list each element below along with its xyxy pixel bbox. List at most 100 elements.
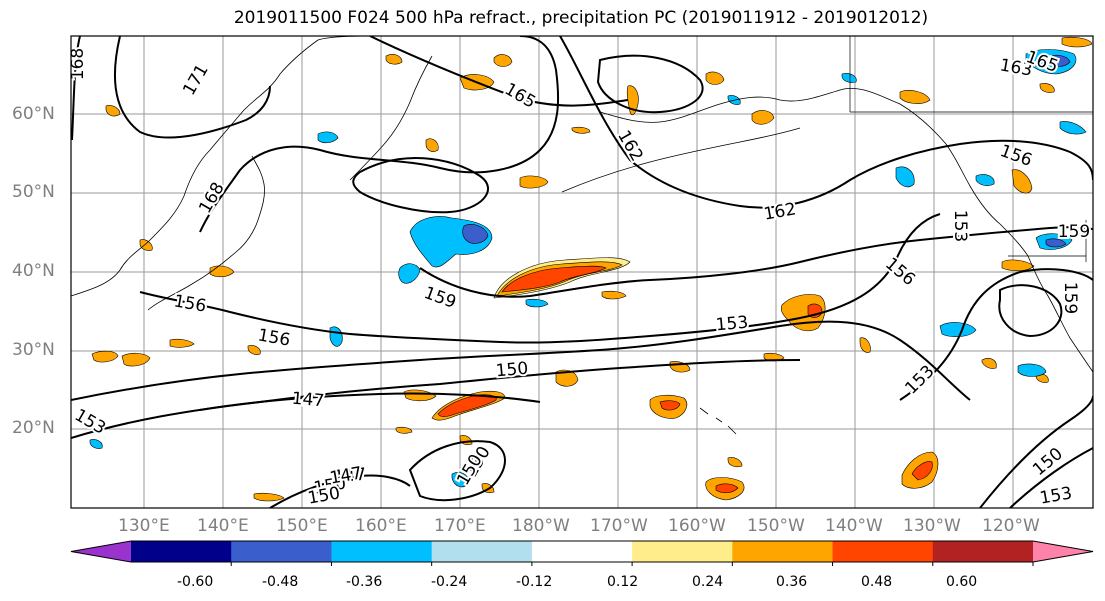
precip-blob: [1059, 121, 1087, 135]
precip-blob: [626, 85, 639, 116]
contour-168: [71, 36, 81, 141]
precip-blob: [571, 126, 591, 134]
contour-label: 147: [291, 389, 325, 412]
lon-label-160e: 160°E: [355, 516, 407, 536]
refractivity-contours: [71, 36, 1093, 508]
precip-blob: [525, 298, 549, 308]
contour-label: 153: [950, 210, 970, 242]
colorbar-segment: [732, 541, 834, 562]
colorbar: [70, 540, 1094, 566]
precip-blob: [895, 166, 915, 188]
precip-blob: [975, 174, 995, 186]
contour-label: 147: [333, 465, 367, 488]
colorbar-tick-label: 0.60: [946, 574, 978, 590]
precip-blob: [139, 239, 153, 251]
lon-label-140w: 140°W: [825, 516, 883, 536]
alaska-coast: [599, 88, 1029, 257]
contour-150: [71, 359, 801, 439]
lat-label-40n: 40°N: [12, 261, 55, 281]
precip-blob: [519, 175, 549, 189]
precip-blob: [317, 131, 339, 144]
contour-147b: [269, 474, 411, 508]
lon-label-170e: 170°E: [434, 516, 486, 536]
colorbar-segment: [131, 541, 232, 562]
precip-blob: [462, 224, 489, 244]
colorbar-outline: [70, 540, 1094, 563]
colorbar-tick-label: -0.36: [346, 574, 383, 590]
aleutians: [561, 127, 801, 193]
lon-label-130w: 130°W: [903, 516, 961, 536]
colorbar-segment: [431, 541, 533, 562]
lon-label-120w: 120°W: [982, 516, 1040, 536]
contour-closed-d: [998, 284, 1063, 338]
precip-blob: [89, 439, 103, 449]
colorbar-segment: [331, 541, 433, 562]
contour-153b: [1009, 447, 1093, 508]
contour-147: [199, 392, 541, 411]
contour-162: [559, 36, 1093, 209]
precip-blob: [1001, 259, 1035, 272]
precip-blob: [727, 457, 743, 468]
colorbar-tick-label: 0.24: [692, 574, 724, 590]
contour-156b: [899, 268, 1093, 401]
contour-168b: [199, 36, 560, 233]
map-frame: [70, 35, 1094, 509]
precip-blob: [437, 394, 497, 417]
precip-blob: [493, 54, 513, 67]
colorbar-segment: [932, 541, 1034, 562]
contour-label: 153: [715, 313, 749, 336]
colorbar-segment: [832, 541, 934, 562]
precip-negative-areas: [89, 49, 1087, 488]
na-coast: [1027, 255, 1093, 373]
lat-label-60n: 60°N: [12, 104, 55, 124]
lon-label-130e: 130°E: [118, 516, 170, 536]
contour-label: 156: [172, 291, 207, 316]
colorbar-extend-high: [1033, 541, 1093, 562]
lon-label-150e: 150°E: [276, 516, 328, 536]
precip-blob: [705, 71, 725, 85]
precip-blob: [395, 426, 413, 434]
colorbar-segment: [531, 541, 633, 562]
lon-label-150w: 150°W: [747, 516, 805, 536]
coastlines: [71, 36, 1093, 435]
asia-coast: [71, 36, 377, 297]
precip-blob: [1017, 363, 1047, 377]
colorbar-extend-low: [71, 541, 131, 562]
contour-159: [419, 226, 1093, 298]
contour-closed-c: [408, 440, 506, 502]
precip-blob: [121, 352, 151, 367]
lat-label-50n: 50°N: [12, 182, 55, 202]
lon-label-160w: 160°W: [668, 516, 726, 536]
precip-blob: [751, 110, 775, 125]
lat-label-30n: 30°N: [12, 340, 55, 360]
colorbar-segment: [632, 541, 733, 562]
contour-closed-a: [352, 157, 490, 214]
colorbar-tick-label: 0.48: [861, 574, 893, 590]
kamchatka-coast: [349, 55, 433, 181]
precip-blob: [1045, 238, 1067, 248]
japan-coast: [147, 155, 265, 311]
precip-blob: [247, 345, 261, 355]
lon-label-170w: 170°W: [590, 516, 648, 536]
contour-label: 159: [1058, 222, 1090, 242]
contour-171: [113, 36, 271, 139]
precip-blob: [425, 138, 439, 152]
precip-blob: [501, 265, 607, 293]
precip-blob: [1049, 54, 1071, 67]
precip-blob: [91, 350, 119, 363]
contour-label: 153: [1038, 483, 1073, 508]
map-title: 2019011500 F024 500 hPa refract., precip…: [233, 8, 929, 28]
precip-blob: [939, 322, 977, 337]
precip-blob: [1011, 169, 1033, 194]
lon-label-140e: 140°E: [197, 516, 249, 536]
precip-blob: [715, 483, 739, 494]
precip-blob: [555, 369, 579, 387]
colorbar-tick-label: -0.24: [431, 574, 468, 590]
contour-label: 159: [1060, 282, 1080, 314]
precip-blob: [1039, 83, 1055, 93]
contour-label: 168: [68, 48, 88, 80]
precip-blob: [859, 337, 871, 353]
precip-blob: [105, 105, 121, 117]
precip-blob: [899, 90, 931, 104]
precip-blob: [981, 358, 997, 369]
